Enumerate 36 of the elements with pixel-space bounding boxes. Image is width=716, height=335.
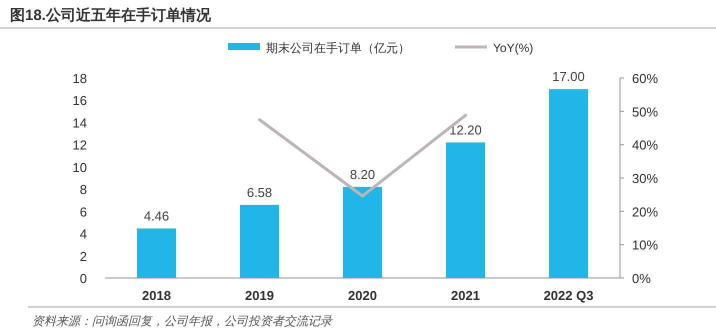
x-tick-label: 2021: [451, 288, 480, 303]
y2-tick-label: 30%: [632, 171, 658, 186]
y2-tick-label: 50%: [632, 104, 658, 120]
bar: [136, 228, 176, 278]
legend-label: 期末公司在手订单（亿元）: [266, 41, 410, 55]
y-tick-label: 12: [72, 138, 87, 153]
text: 6.58: [246, 184, 272, 200]
text: 17.00: [552, 69, 585, 84]
bar: [240, 204, 280, 278]
y-tick-label: 10: [72, 160, 87, 175]
y-tick-label: 18: [72, 71, 87, 86]
y2-tick-label: 10%: [632, 238, 658, 253]
y-tick-label: 6: [80, 204, 87, 220]
y-tick-label: 16: [72, 93, 87, 108]
legend-label: YoY(%): [493, 41, 534, 55]
x-tick-label: 2018: [142, 288, 171, 303]
y2-tick-label: 40%: [632, 138, 658, 153]
text: 12.20: [449, 122, 482, 138]
y-tick-label: 8: [80, 182, 87, 198]
text: 资料来源：问询函回复，公司年报，公司投资者交流记录: [32, 314, 333, 328]
bar: [342, 186, 382, 278]
y2-tick-label: 60%: [632, 71, 658, 86]
y2-tick-label: 20%: [632, 204, 658, 220]
x-tick-label: 2022 Q3: [544, 288, 594, 303]
y-tick-label: 4: [80, 226, 87, 242]
text: 8.20: [350, 166, 376, 182]
y-tick-label: 14: [72, 115, 87, 130]
text: 4.46: [144, 208, 170, 224]
y-tick-label: 0: [80, 271, 87, 286]
chart-title: 图18.公司近五年在手订单情况: [10, 7, 212, 24]
y-tick-label: 2: [80, 248, 87, 264]
bar: [446, 142, 486, 278]
bar: [548, 89, 588, 278]
x-tick-label: 2019: [245, 288, 274, 303]
x-tick-label: 2020: [348, 288, 377, 303]
y2-tick-label: 0%: [632, 271, 652, 286]
